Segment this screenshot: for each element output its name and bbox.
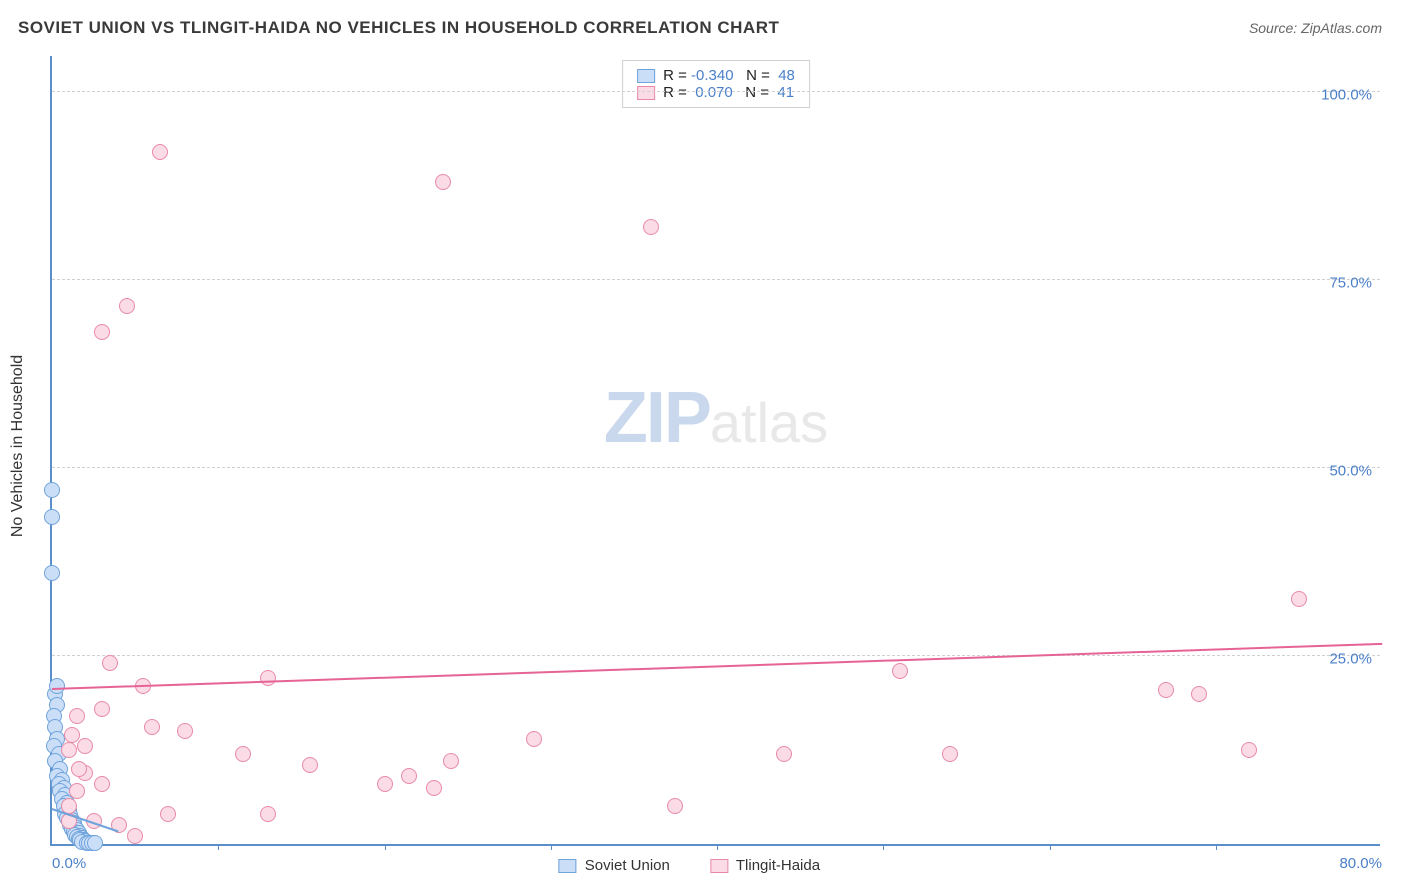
series-legend: Soviet Union Tlingit-Haida xyxy=(559,857,820,874)
legend-row: R = 0.070 N = 41 xyxy=(637,84,795,101)
x-tick-label: 80.0% xyxy=(1339,855,1382,872)
scatter-point xyxy=(102,655,118,671)
trend-line xyxy=(52,643,1382,690)
gridline xyxy=(52,467,1380,468)
scatter-point xyxy=(235,746,251,762)
source-attribution: Source: ZipAtlas.com xyxy=(1249,20,1382,36)
legend-label: Soviet Union xyxy=(585,857,670,874)
scatter-point xyxy=(260,806,276,822)
x-tick-label: 0.0% xyxy=(52,855,86,872)
scatter-point xyxy=(942,746,958,762)
gridline xyxy=(52,655,1380,656)
scatter-point xyxy=(69,783,85,799)
plot-area: ZIPatlas R = -0.340 N = 48R = 0.070 N = … xyxy=(50,56,1380,846)
x-tick xyxy=(218,844,219,850)
scatter-point xyxy=(401,768,417,784)
scatter-point xyxy=(443,753,459,769)
legend-swatch xyxy=(637,69,655,83)
scatter-point xyxy=(119,298,135,314)
scatter-point xyxy=(64,727,80,743)
gridline xyxy=(52,279,1380,280)
x-tick xyxy=(551,844,552,850)
scatter-point xyxy=(177,723,193,739)
watermark-zip: ZIP xyxy=(604,378,710,458)
x-tick xyxy=(717,844,718,850)
x-tick xyxy=(1216,844,1217,850)
scatter-point xyxy=(69,708,85,724)
scatter-point xyxy=(667,798,683,814)
scatter-point xyxy=(377,776,393,792)
y-tick-label: 25.0% xyxy=(1329,650,1372,667)
correlation-legend: R = -0.340 N = 48R = 0.070 N = 41 xyxy=(622,60,810,108)
legend-swatch xyxy=(559,859,577,873)
scatter-point xyxy=(94,701,110,717)
legend-row: R = -0.340 N = 48 xyxy=(637,67,795,84)
legend-item: Tlingit-Haida xyxy=(710,857,820,874)
scatter-point xyxy=(144,719,160,735)
scatter-point xyxy=(776,746,792,762)
legend-stats: R = 0.070 N = 41 xyxy=(663,84,794,101)
scatter-point xyxy=(94,776,110,792)
scatter-point xyxy=(435,174,451,190)
scatter-point xyxy=(44,509,60,525)
scatter-point xyxy=(260,670,276,686)
x-tick xyxy=(883,844,884,850)
legend-label: Tlingit-Haida xyxy=(736,857,820,874)
y-tick-label: 100.0% xyxy=(1321,86,1372,103)
x-tick xyxy=(1050,844,1051,850)
legend-swatch xyxy=(637,86,655,100)
scatter-point xyxy=(94,324,110,340)
legend-item: Soviet Union xyxy=(559,857,670,874)
scatter-point xyxy=(160,806,176,822)
scatter-point xyxy=(71,761,87,777)
scatter-point xyxy=(1191,686,1207,702)
scatter-point xyxy=(526,731,542,747)
scatter-point xyxy=(426,780,442,796)
scatter-point xyxy=(44,482,60,498)
legend-stats: R = -0.340 N = 48 xyxy=(663,67,795,84)
scatter-point xyxy=(44,565,60,581)
legend-swatch xyxy=(710,859,728,873)
y-axis-label: No Vehicles in Household xyxy=(9,355,27,537)
scatter-point xyxy=(77,738,93,754)
scatter-point xyxy=(892,663,908,679)
x-tick xyxy=(385,844,386,850)
watermark: ZIPatlas xyxy=(604,377,828,459)
scatter-point xyxy=(152,144,168,160)
scatter-point xyxy=(1241,742,1257,758)
chart-title: SOVIET UNION VS TLINGIT-HAIDA NO VEHICLE… xyxy=(18,18,779,38)
scatter-point xyxy=(61,742,77,758)
scatter-point xyxy=(87,835,103,851)
scatter-point xyxy=(302,757,318,773)
gridline xyxy=(52,91,1380,92)
scatter-point xyxy=(127,828,143,844)
scatter-point xyxy=(643,219,659,235)
scatter-point xyxy=(1158,682,1174,698)
scatter-point xyxy=(49,678,65,694)
y-tick-label: 75.0% xyxy=(1329,274,1372,291)
scatter-point xyxy=(1291,591,1307,607)
watermark-atlas: atlas xyxy=(710,391,828,454)
y-tick-label: 50.0% xyxy=(1329,462,1372,479)
